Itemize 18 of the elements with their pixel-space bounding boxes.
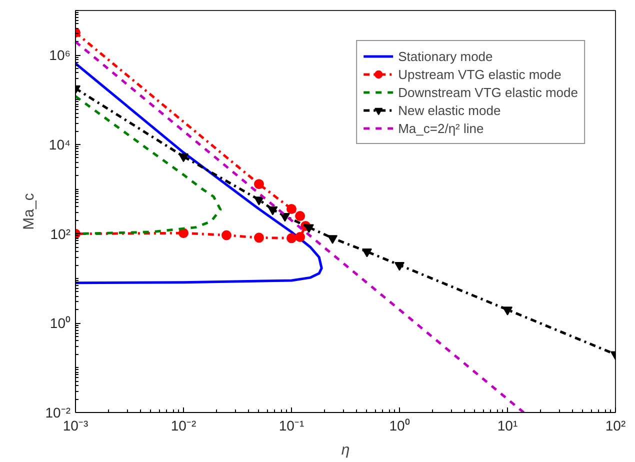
x-axis-title: η — [341, 442, 350, 458]
legend-label: Downstream VTG elastic mode — [398, 84, 578, 101]
x-tick-label: 10² — [605, 418, 626, 434]
y-tick-label: 10² — [50, 226, 71, 242]
y-axis-title: Ma_c — [20, 192, 38, 230]
legend-label: Stationary mode — [398, 48, 493, 65]
x-tick-label: 10¹ — [497, 418, 518, 434]
y-tick-label: 10⁴ — [48, 136, 71, 152]
legend-label: Ma_c=2/η² line — [398, 120, 484, 137]
x-tick-label: 10⁻¹ — [278, 418, 304, 434]
y-tick-label: 10⁰ — [50, 315, 71, 332]
x-tick-label: 10⁰ — [389, 418, 410, 434]
x-tick-label: 10⁻² — [170, 418, 196, 434]
legend-label: Upstream VTG elastic mode — [398, 66, 562, 83]
y-tick-label: 10⁻² — [45, 404, 71, 420]
y-tick-label: 10⁶ — [49, 47, 71, 64]
legend-label: New elastic mode — [398, 102, 501, 119]
x-tick-label: 10⁻³ — [62, 418, 88, 434]
